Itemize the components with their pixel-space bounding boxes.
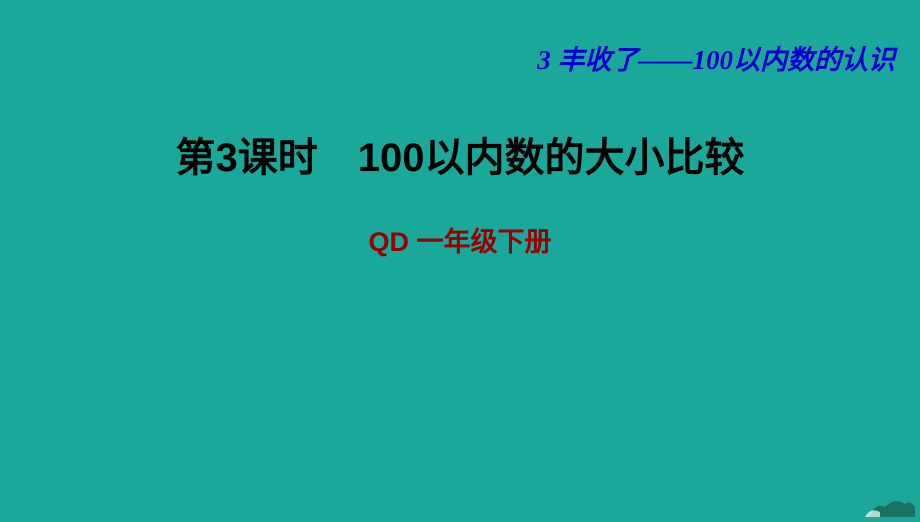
textbook-label: QD 一年级下册: [0, 220, 920, 259]
decoration-icon: [860, 492, 920, 517]
chapter-header: 3 丰收了——100以内数的认识: [537, 38, 895, 77]
lesson-title: 第3课时 100以内数的大小比较: [0, 125, 920, 183]
